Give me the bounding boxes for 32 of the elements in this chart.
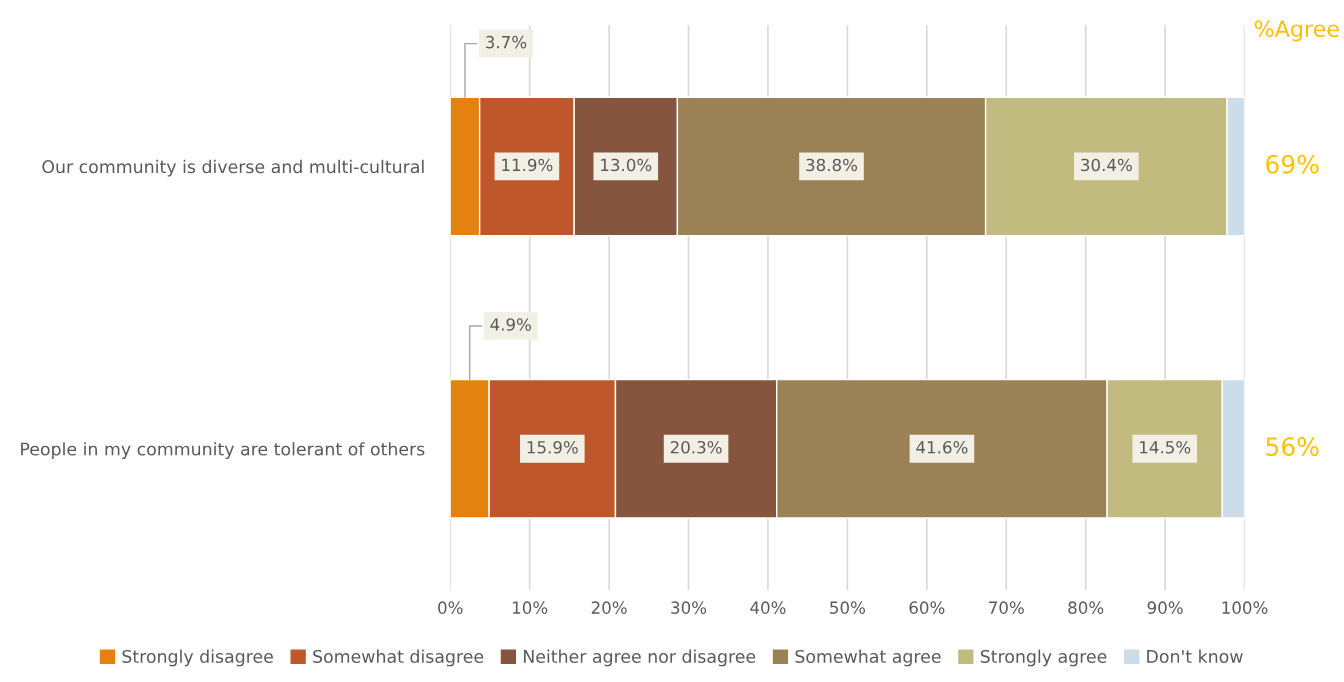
- x-tick-label: 90%: [1147, 601, 1183, 614]
- data-label: 4.9%: [490, 318, 531, 331]
- data-label: 41.6%: [916, 440, 968, 454]
- text: 69%: [1266, 154, 1319, 174]
- x-tick-label: 30%: [671, 601, 707, 614]
- data-label: 30.4%: [1081, 158, 1132, 172]
- x-tick-label: 20%: [591, 601, 627, 614]
- x-tick-label: 40%: [750, 601, 786, 614]
- x-tick-label: 10%: [512, 601, 548, 614]
- legend-label: Somewhat disagree: [313, 649, 484, 667]
- y-tick-label: People in my community are tolerant of others: [21, 442, 425, 459]
- x-tick-label: 80%: [1068, 601, 1104, 614]
- legend-label: Don't know: [1147, 649, 1243, 664]
- data-label: 20.3%: [670, 440, 722, 454]
- data-label: 38.8%: [806, 158, 858, 172]
- text: 56%: [1266, 437, 1319, 457]
- data-label: 11.9%: [502, 158, 553, 172]
- legend-label: Somewhat agree: [795, 649, 941, 667]
- text: %Agree: [1254, 20, 1339, 42]
- legend-label: Strongly agree: [980, 649, 1107, 667]
- data-label: 3.7%: [486, 35, 527, 49]
- legend-label: Strongly disagree: [122, 649, 273, 667]
- x-tick-label: 60%: [909, 601, 945, 614]
- legend-label: Neither agree nor disagree: [523, 649, 756, 667]
- data-label: 14.5%: [1140, 440, 1191, 454]
- data-label: 15.9%: [527, 440, 578, 454]
- y-tick-label: Our community is diverse and multi-cultural: [42, 159, 424, 177]
- data-label: 13.0%: [601, 158, 652, 172]
- x-tick-label: 0%: [438, 601, 463, 614]
- x-tick-label: 70%: [989, 601, 1024, 614]
- x-tick-label: 50%: [830, 601, 865, 614]
- x-tick-label: 100%: [1222, 601, 1268, 614]
